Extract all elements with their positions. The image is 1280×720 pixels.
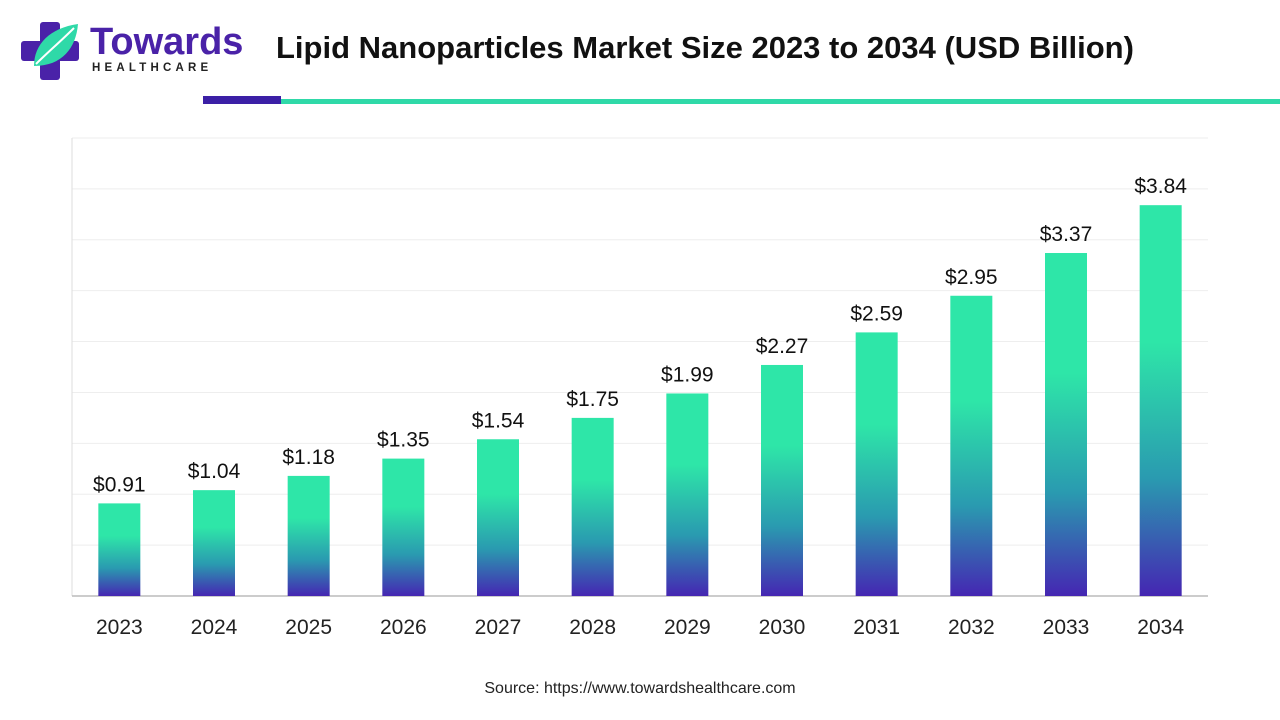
cross-leaf-logo-icon bbox=[21, 22, 79, 80]
value-label-2025: $1.18 bbox=[282, 446, 335, 469]
bar-2023 bbox=[98, 503, 141, 596]
x-tick-2030: 2030 bbox=[759, 616, 806, 639]
bar-2026 bbox=[382, 458, 425, 596]
brand-name: Towards bbox=[90, 21, 244, 63]
bar-2028 bbox=[571, 417, 614, 596]
bar-2031 bbox=[855, 332, 898, 596]
bar-2034 bbox=[1139, 205, 1182, 596]
value-label-2030: $2.27 bbox=[756, 335, 809, 358]
bar-2027 bbox=[477, 439, 519, 596]
value-label-2024: $1.04 bbox=[188, 460, 241, 483]
bar-2033 bbox=[1045, 253, 1087, 596]
value-label-2031: $2.59 bbox=[850, 302, 903, 325]
brand-logo: Towards HEALTHCARE bbox=[20, 20, 243, 82]
x-tick-2027: 2027 bbox=[475, 616, 522, 639]
brand-tagline: HEALTHCARE bbox=[92, 62, 213, 74]
x-tick-2033: 2033 bbox=[1043, 616, 1090, 639]
value-label-2032: $2.95 bbox=[945, 266, 998, 289]
bar-2029 bbox=[666, 393, 709, 596]
x-tick-2032: 2032 bbox=[948, 616, 995, 639]
chart-gridlines bbox=[72, 137, 1208, 546]
source-note: Source: https://www.towardshealthcare.co… bbox=[484, 680, 796, 697]
x-tick-2026: 2026 bbox=[380, 616, 427, 639]
page-title: Lipid Nanoparticles Market Size 2023 to … bbox=[276, 30, 1134, 65]
value-label-2028: $1.75 bbox=[566, 388, 619, 411]
title-rule-accent bbox=[203, 96, 281, 104]
bar-chart: $0.91 $1.04 $1.18 $1.35 $1.54 $1.75 $1.99 $2.27… bbox=[71, 137, 1208, 639]
bar-2024 bbox=[193, 490, 235, 596]
x-tick-2029: 2029 bbox=[664, 616, 711, 639]
value-label-2034: $3.84 bbox=[1134, 175, 1187, 198]
value-label-2033: $3.37 bbox=[1040, 223, 1093, 246]
title-rule bbox=[281, 99, 1280, 104]
x-tick-2031: 2031 bbox=[853, 616, 900, 639]
value-label-2023: $0.91 bbox=[93, 473, 146, 496]
value-label-2026: $1.35 bbox=[377, 429, 430, 452]
bar-2032 bbox=[950, 295, 993, 596]
bar-2025 bbox=[287, 475, 330, 596]
value-label-2027: $1.54 bbox=[472, 409, 525, 432]
bar-2030 bbox=[761, 364, 803, 596]
x-tick-2028: 2028 bbox=[569, 616, 616, 639]
x-tick-2025: 2025 bbox=[285, 616, 332, 639]
x-tick-2024: 2024 bbox=[191, 616, 238, 639]
x-tick-2023: 2023 bbox=[96, 616, 143, 639]
x-tick-2034: 2034 bbox=[1137, 616, 1184, 639]
value-label-2029: $1.99 bbox=[661, 363, 714, 386]
